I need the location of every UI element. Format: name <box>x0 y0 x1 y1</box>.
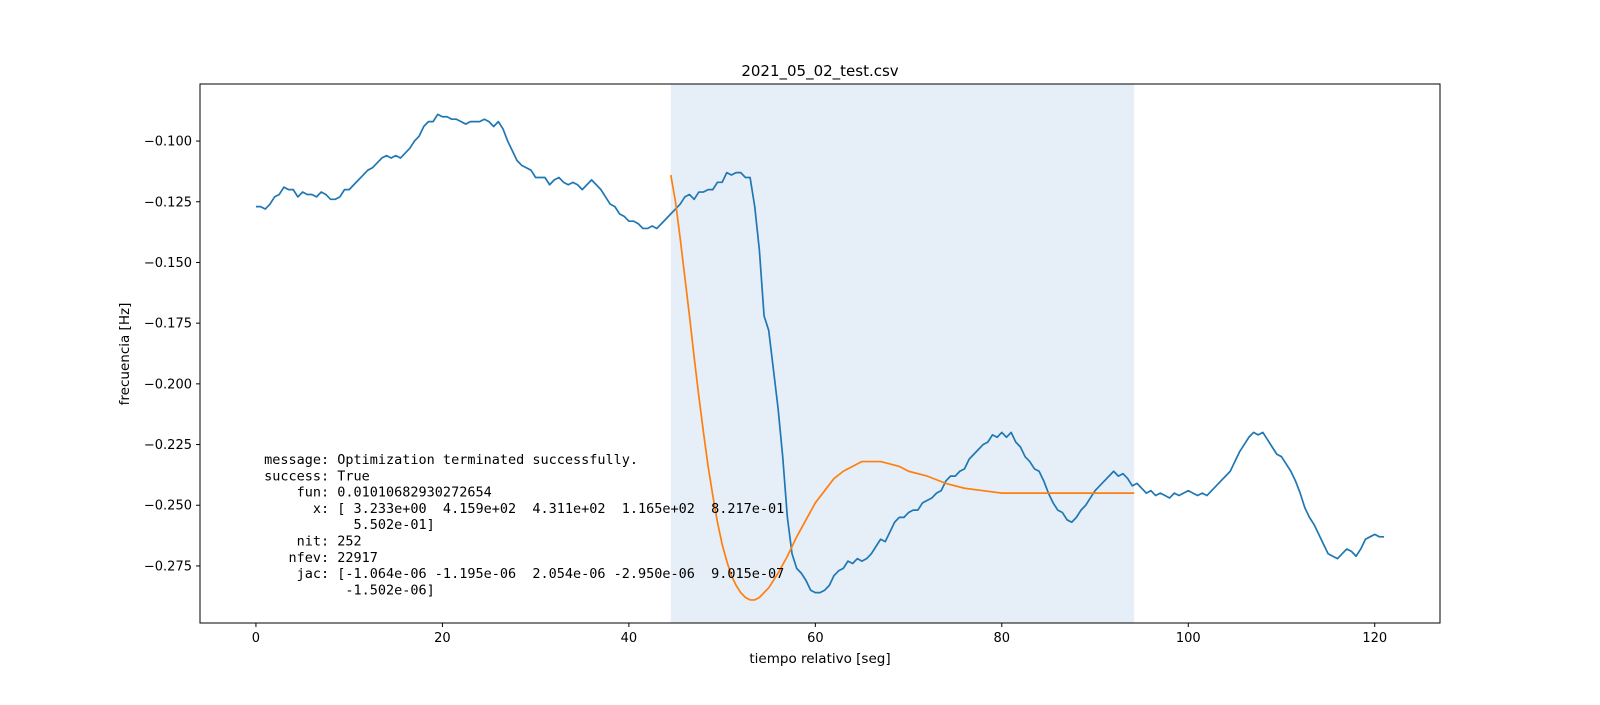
annotation-line: jac: [-1.064e-06 -1.195e-06 2.054e-06 -2… <box>256 566 784 582</box>
measured-frequency-line <box>255 113 1385 594</box>
annotation-line: -1.502e-06] <box>256 582 435 598</box>
y-tick-label: −0.100 <box>144 135 192 150</box>
x-tick-label: 120 <box>1362 631 1387 646</box>
chart-title: 2021_05_02_test.csv <box>741 62 898 81</box>
annotation-line: fun: 0.01010682930272654 <box>256 485 492 501</box>
optimization-result-annotation: message: Optimization terminated success… <box>256 452 784 598</box>
y-tick-label: −0.250 <box>144 499 192 514</box>
annotation-line: x: [ 3.233e+00 4.159e+02 4.311e+02 1.165… <box>256 501 784 517</box>
y-tick-label: −0.225 <box>144 438 192 453</box>
annotation-line: nit: 252 <box>256 534 362 550</box>
annotation-line: 5.502e-01] <box>256 517 435 533</box>
y-axis-label: frecuencia [Hz] <box>117 303 133 406</box>
x-tick-label: 80 <box>994 631 1011 646</box>
y-tick-label: −0.175 <box>144 317 192 332</box>
y-tick-label: −0.200 <box>144 377 192 392</box>
fit-window-shading <box>670 84 1135 623</box>
annotation-line: success: True <box>256 468 370 484</box>
x-tick-label: 60 <box>807 631 824 646</box>
y-tick-label: −0.125 <box>144 195 192 210</box>
y-tick-label: −0.275 <box>144 559 192 574</box>
x-tick-label: 40 <box>621 631 638 646</box>
annotation-line: nfev: 22917 <box>256 550 378 566</box>
fitted-model-line <box>669 174 1135 601</box>
annotation-line: message: Optimization terminated success… <box>256 452 638 468</box>
x-axis-label: tiempo relativo [seg] <box>749 651 890 667</box>
plot-frame <box>199 83 1441 624</box>
x-tick-label: 20 <box>434 631 451 646</box>
x-tick-label: 100 <box>1176 631 1201 646</box>
x-tick-label: 0 <box>252 631 260 646</box>
y-tick-label: −0.150 <box>144 256 192 271</box>
